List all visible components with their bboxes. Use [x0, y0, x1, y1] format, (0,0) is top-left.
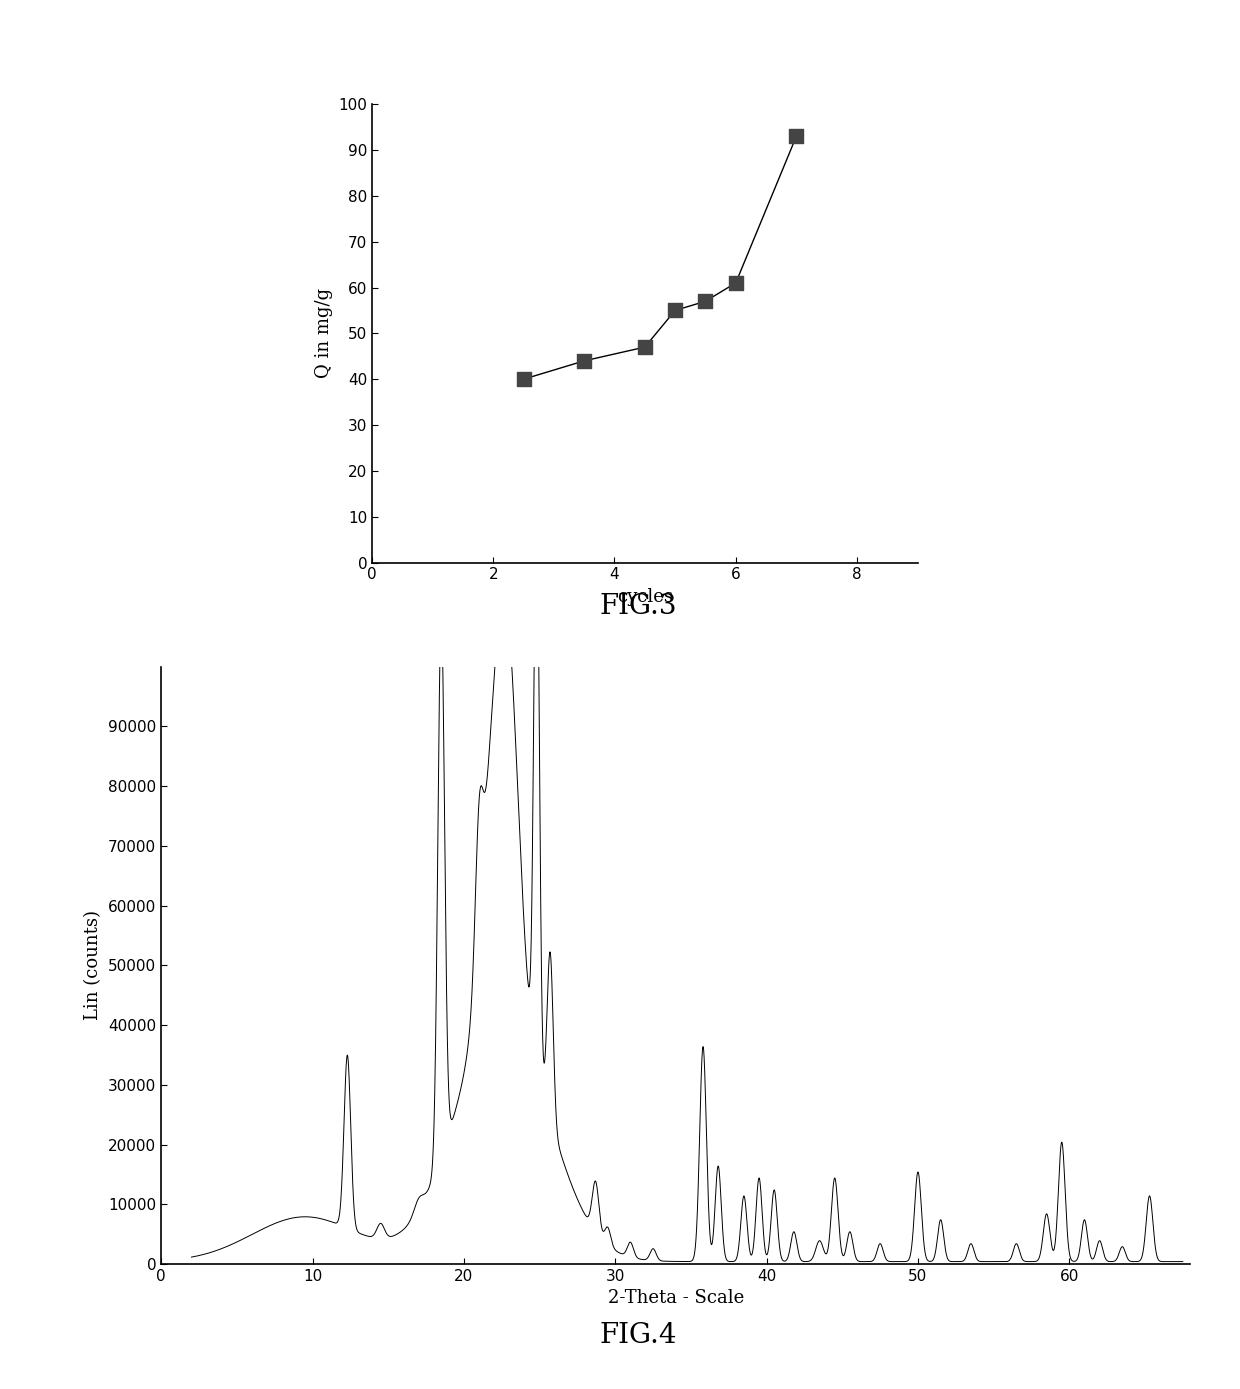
Y-axis label: Lin (counts): Lin (counts): [84, 910, 103, 1021]
Text: FIG.4: FIG.4: [600, 1322, 677, 1349]
Y-axis label: Q in mg/g: Q in mg/g: [315, 289, 332, 378]
Point: [665, 299, 684, 321]
Text: FIG.3: FIG.3: [600, 593, 677, 619]
X-axis label: 2-Theta - Scale: 2-Theta - Scale: [608, 1289, 744, 1307]
X-axis label: cycles: cycles: [616, 588, 673, 606]
Point: [513, 368, 533, 390]
Point: [786, 125, 806, 147]
Point: [725, 272, 745, 294]
Point: [574, 350, 594, 372]
Point: [635, 336, 655, 358]
Point: [696, 290, 715, 313]
